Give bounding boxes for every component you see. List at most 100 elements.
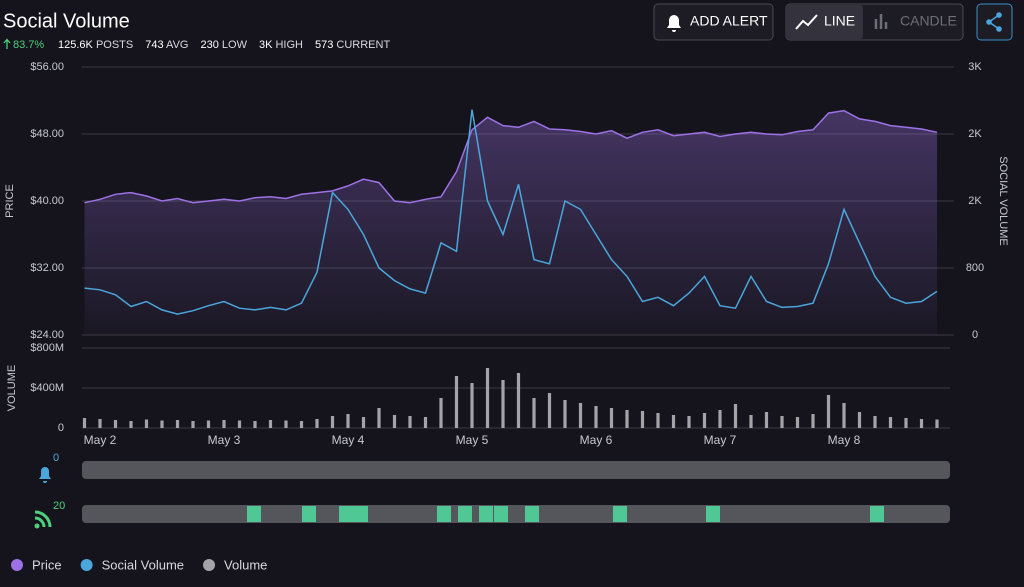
y-axis-label: PRICE	[4, 184, 16, 218]
stat-value: 743	[145, 39, 163, 51]
volume-bar	[268, 420, 273, 428]
stat-value: 230	[200, 39, 218, 51]
post-marker[interactable]	[302, 506, 316, 522]
rss-arc	[34, 510, 52, 528]
volume-bar	[857, 412, 862, 428]
legend-label: Volume	[224, 557, 267, 572]
volume-bar	[656, 413, 660, 428]
post-marker[interactable]	[479, 506, 493, 522]
alerts-track	[82, 461, 950, 479]
post-marker[interactable]	[339, 506, 368, 522]
y-tick-label: $56.00	[30, 61, 64, 73]
volume-bar	[780, 416, 784, 428]
alerts-count: 0	[53, 452, 59, 464]
y2-axis-label: SOCIAL VOLUME	[997, 156, 1009, 245]
volume-bar	[764, 412, 769, 428]
stat-label: HIGH	[275, 39, 303, 51]
post-marker[interactable]	[247, 506, 261, 522]
y-tick-label: $800M	[30, 342, 64, 354]
volume-bar	[284, 420, 288, 428]
posts-count: 20	[53, 500, 65, 512]
volume-bar	[935, 419, 939, 428]
volume-bar	[702, 413, 707, 428]
volume-bar	[330, 416, 335, 428]
x-tick-label: May 8	[828, 433, 861, 447]
legend-swatch	[203, 559, 216, 571]
alerts-icon	[39, 467, 51, 483]
legend: Price Social Volume Volume	[11, 557, 267, 572]
legend-swatch	[11, 559, 23, 571]
volume-bar	[439, 398, 443, 428]
volume-bar	[625, 410, 629, 428]
post-marker[interactable]	[706, 506, 720, 522]
y-tick-label: 0	[58, 422, 64, 434]
y2-tick-label: 2K	[968, 128, 982, 140]
price-area	[84, 110, 937, 335]
volume-bar	[82, 418, 87, 428]
legend-label: Price	[32, 557, 62, 572]
volume-bar	[594, 406, 598, 428]
volume-bar	[129, 421, 133, 428]
y-tick-label: $32.00	[30, 262, 64, 274]
candle-icon	[874, 14, 888, 29]
volume-bar	[346, 414, 350, 428]
volume-bar	[547, 393, 552, 428]
stat-value: 573	[315, 39, 333, 51]
volume-bar	[222, 420, 226, 428]
y2-tick-label: 800	[966, 262, 984, 274]
y-tick-label: $24.00	[30, 329, 64, 341]
line-label[interactable]: LINE	[824, 13, 855, 29]
x-tick-label: May 4	[332, 433, 365, 447]
post-marker[interactable]	[437, 506, 451, 522]
stat: 3K HIGH	[259, 39, 303, 51]
volume-bar	[919, 419, 924, 428]
y-tick-label: $400M	[30, 382, 64, 394]
x-tick-label: May 5	[456, 433, 489, 447]
volume-bar	[191, 421, 195, 428]
post-marker[interactable]	[525, 506, 539, 522]
button-label: ADD ALERT	[690, 13, 768, 29]
x-tick-label: May 7	[704, 433, 737, 447]
volume-bar	[175, 420, 180, 428]
volume-bar	[237, 420, 242, 428]
volume-bar	[671, 415, 676, 428]
volume-bar	[454, 376, 459, 428]
add-alert-button[interactable]: ADD ALERT	[653, 3, 774, 41]
line-icon	[795, 14, 818, 30]
posts-icon	[34, 510, 52, 529]
volume-bar	[485, 368, 490, 428]
share-button[interactable]	[976, 3, 1013, 41]
volume-bar	[718, 410, 722, 428]
post-marker[interactable]	[613, 506, 627, 522]
volume-bar	[640, 411, 645, 428]
y2-tick-label: 0	[972, 329, 978, 341]
candle-label[interactable]: CANDLE	[900, 13, 957, 29]
stat: 230 LOW	[200, 39, 247, 51]
stat-label: CURRENT	[336, 39, 390, 51]
post-marker[interactable]	[870, 506, 884, 522]
chart-type-toggle: LINE CANDLE	[785, 3, 964, 41]
legend-swatch	[80, 559, 93, 571]
volume-bar	[361, 417, 366, 428]
volume-bar	[423, 417, 428, 428]
volume-bar	[408, 416, 412, 428]
series-line	[84, 109, 938, 315]
volume-bar	[578, 403, 583, 428]
volume-bar	[160, 420, 164, 428]
volume-bar	[904, 418, 908, 428]
line-button[interactable]	[787, 5, 863, 39]
post-marker[interactable]	[458, 506, 472, 522]
volume-bar	[888, 417, 893, 428]
volume-bar	[687, 416, 691, 428]
post-marker[interactable]	[494, 506, 508, 522]
y-tick-label: $48.00	[30, 128, 64, 140]
change: 83.7%	[13, 39, 44, 51]
stat-label: POSTS	[96, 39, 133, 51]
share-dot	[996, 12, 1002, 18]
volume-bar	[392, 415, 397, 428]
x-tick-label: May 3	[208, 433, 241, 447]
volume-bar	[532, 398, 536, 428]
title: Social Volume	[3, 10, 130, 32]
volume-bar	[113, 420, 118, 428]
volume-bar	[299, 421, 304, 428]
